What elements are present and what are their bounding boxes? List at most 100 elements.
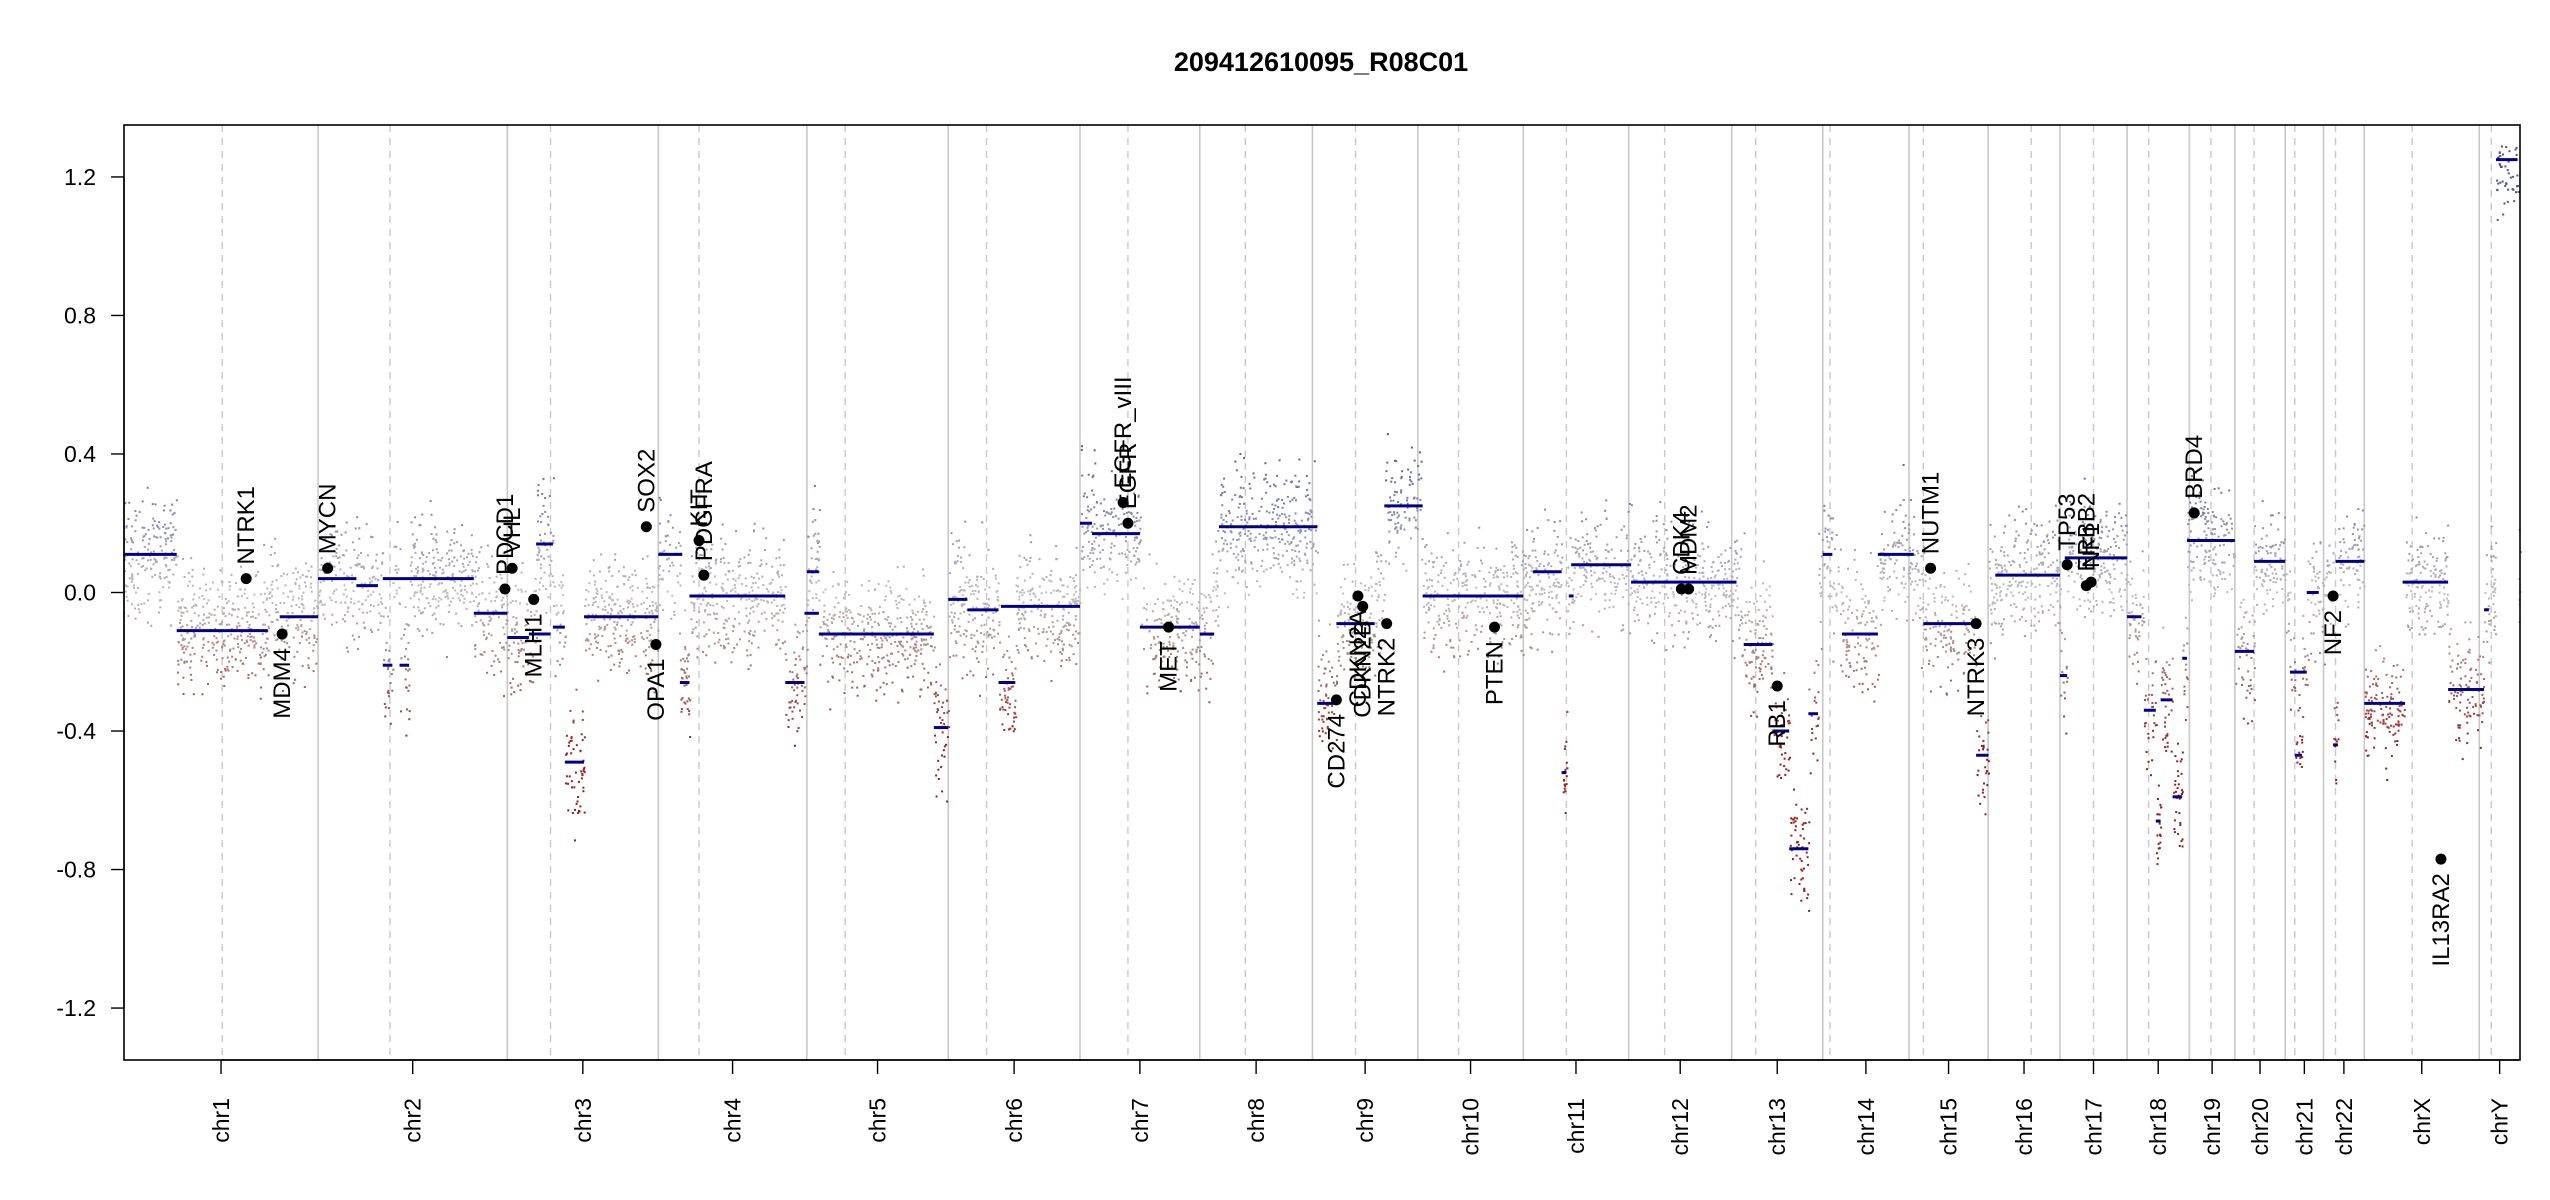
probe-point	[1386, 433, 1389, 436]
probe-point	[2409, 610, 2411, 613]
probe-point	[1876, 645, 1879, 648]
probe-point	[937, 768, 940, 771]
probe-point	[307, 569, 310, 572]
probe-point	[1221, 523, 1224, 526]
probe-point	[353, 602, 356, 605]
probe-point	[1323, 707, 1326, 710]
probe-point	[2106, 581, 2109, 584]
probe-point	[2459, 666, 2462, 669]
probe-point	[1010, 660, 1013, 663]
probe-point	[803, 703, 806, 705]
probe-point	[1990, 582, 1993, 585]
probe-point	[2067, 574, 2070, 577]
probe-point	[1362, 665, 1364, 668]
probe-point	[1526, 581, 1529, 584]
probe-point	[2384, 747, 2387, 750]
probe-point	[1182, 632, 1185, 634]
probe-point	[1691, 599, 1694, 602]
probe-point	[424, 560, 427, 563]
probe-point	[349, 566, 352, 569]
probe-point	[1785, 768, 1788, 771]
probe-point	[1621, 573, 1624, 576]
probe-point	[2390, 698, 2393, 700]
probe-point	[2259, 545, 2262, 548]
probe-point	[1370, 585, 1373, 588]
probe-point	[2098, 536, 2101, 539]
probe-point	[2162, 691, 2165, 694]
probe-point	[613, 603, 616, 606]
probe-point	[312, 670, 315, 673]
probe-point	[228, 660, 231, 663]
probe-point	[1524, 618, 1527, 621]
probe-point	[1002, 708, 1005, 711]
probe-point	[453, 565, 456, 567]
probe-point	[2019, 581, 2022, 584]
probe-point	[1228, 512, 1231, 515]
probe-point	[909, 653, 911, 656]
probe-point	[779, 564, 782, 567]
probe-point	[1727, 561, 1730, 563]
probe-point	[793, 689, 796, 692]
probe-point	[2221, 578, 2224, 580]
probe-point	[2342, 527, 2345, 530]
probe-point	[318, 591, 321, 594]
probe-point	[1388, 541, 1391, 544]
probe-point	[992, 567, 995, 570]
probe-point	[1307, 517, 1310, 520]
probe-point	[2227, 514, 2230, 517]
probe-point	[552, 539, 555, 542]
probe-point	[567, 809, 570, 812]
probe-point	[760, 598, 763, 601]
probe-point	[1803, 837, 1806, 840]
probe-point	[699, 554, 702, 556]
probe-point	[1342, 563, 1345, 566]
probe-point	[2315, 615, 2318, 618]
probe-point	[1463, 541, 1466, 544]
probe-point	[1017, 607, 1020, 610]
probe-point	[324, 572, 326, 575]
probe-point	[249, 632, 251, 635]
probe-point	[965, 635, 968, 638]
probe-point	[891, 634, 894, 637]
probe-point	[1437, 614, 1440, 617]
probe-point	[500, 599, 503, 602]
probe-point	[1845, 643, 1848, 646]
probe-point	[422, 580, 425, 583]
probe-point	[1283, 502, 1285, 505]
probe-point	[431, 598, 434, 601]
probe-point	[1126, 548, 1129, 551]
probe-point	[2423, 560, 2426, 563]
probe-point	[963, 610, 965, 613]
probe-point	[648, 646, 651, 648]
probe-point	[2248, 620, 2251, 623]
probe-point	[1770, 632, 1773, 635]
probe-point	[634, 610, 637, 613]
probe-point	[2207, 527, 2210, 530]
probe-point	[1924, 628, 1927, 631]
probe-point	[959, 612, 962, 615]
probe-point	[1383, 599, 1386, 602]
probe-point	[1683, 646, 1686, 649]
probe-point	[551, 575, 554, 578]
probe-point	[409, 564, 412, 567]
probe-point	[2228, 573, 2231, 576]
probe-point	[1552, 573, 1555, 576]
probe-scatter	[124, 145, 2522, 912]
probe-point	[2246, 689, 2249, 692]
probe-point	[2386, 725, 2389, 728]
probe-point	[949, 656, 952, 659]
probe-point	[927, 626, 930, 629]
probe-point	[1957, 658, 1960, 661]
probe-point	[743, 556, 746, 559]
probe-point	[1414, 526, 1417, 529]
probe-point	[465, 607, 468, 610]
probe-point	[1238, 566, 1240, 569]
probe-point	[1952, 639, 1955, 642]
probe-point	[1375, 551, 1377, 554]
probe-point	[131, 558, 134, 561]
probe-point	[1950, 650, 1952, 653]
probe-point	[2055, 585, 2058, 588]
probe-point	[416, 572, 419, 575]
probe-point	[582, 769, 585, 772]
probe-point	[279, 602, 282, 604]
